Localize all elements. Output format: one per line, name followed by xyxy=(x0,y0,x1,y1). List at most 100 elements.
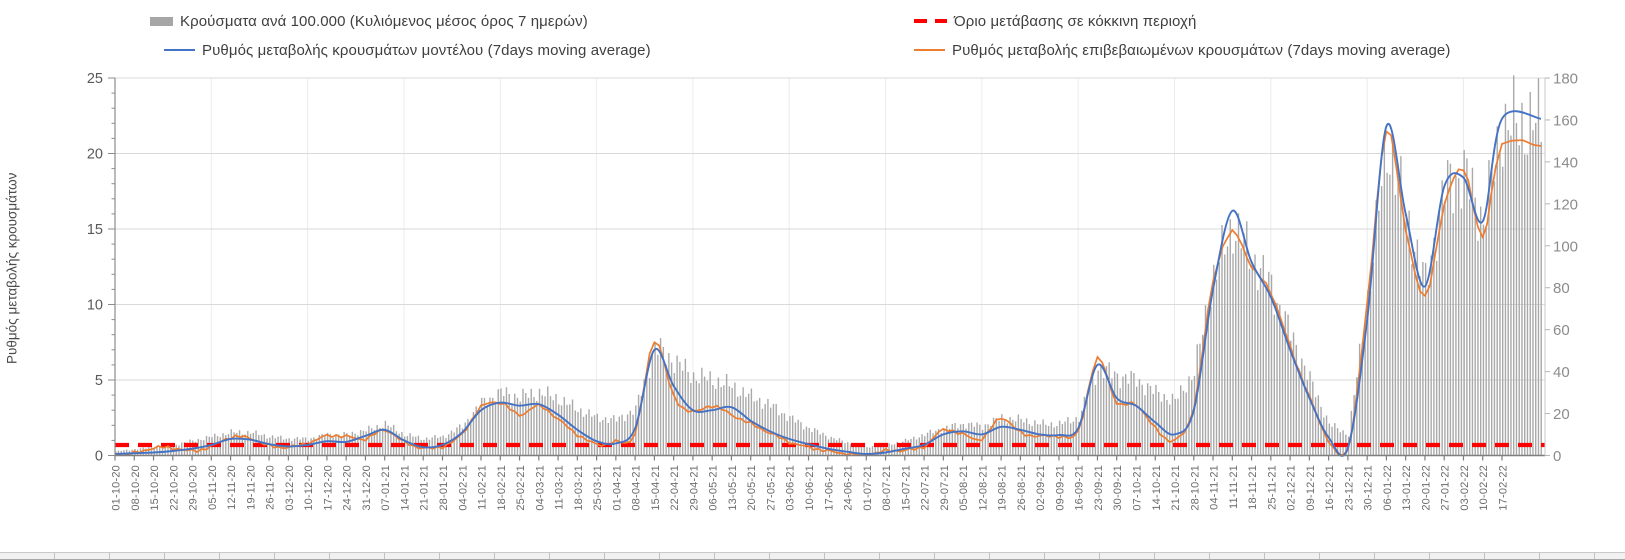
right-axis-labels: 0 20 40 60 80 100 120 140 160 180 xyxy=(1553,71,1578,466)
svg-text:06-05-21: 06-05-21 xyxy=(708,465,720,511)
svg-text:02-09-21: 02-09-21 xyxy=(1035,465,1047,511)
svg-text:01-10-20: 01-10-20 xyxy=(111,465,123,511)
svg-text:15: 15 xyxy=(87,222,103,238)
vertical-gridlines xyxy=(210,78,1464,456)
cropped-table-strip xyxy=(0,552,1625,560)
svg-text:180: 180 xyxy=(1553,71,1578,88)
svg-text:22-04-21: 22-04-21 xyxy=(669,465,681,511)
svg-text:03-12-20: 03-12-20 xyxy=(284,465,296,511)
axes xyxy=(108,77,1550,461)
svg-text:31-12-20: 31-12-20 xyxy=(361,465,373,511)
svg-text:13-05-21: 13-05-21 xyxy=(727,465,739,511)
svg-text:21-01-21: 21-01-21 xyxy=(419,465,431,511)
horizontal-gridlines xyxy=(115,77,1545,381)
svg-text:30-09-21: 30-09-21 xyxy=(1112,465,1124,511)
svg-text:160: 160 xyxy=(1553,112,1578,129)
model-rate-line xyxy=(114,110,1542,457)
svg-text:18-02-21: 18-02-21 xyxy=(496,465,508,511)
svg-text:08-07-21: 08-07-21 xyxy=(881,465,893,511)
svg-text:03-02-22: 03-02-22 xyxy=(1459,465,1471,511)
svg-text:03-06-21: 03-06-21 xyxy=(785,465,797,511)
dashed-line-icon xyxy=(914,18,947,24)
legend-label: Ρυθμός μεταβολής επιβεβαιωμένων κρουσμάτ… xyxy=(952,41,1451,59)
svg-text:01-04-21: 01-04-21 xyxy=(611,465,623,511)
bar-swatch-icon xyxy=(150,16,173,26)
svg-text:11-03-21: 11-03-21 xyxy=(554,465,566,510)
svg-text:11-11-21: 11-11-21 xyxy=(1228,465,1240,509)
svg-text:5: 5 xyxy=(95,373,103,389)
svg-text:10: 10 xyxy=(87,298,103,314)
svg-text:26-11-20: 26-11-20 xyxy=(265,465,277,510)
svg-text:25-11-21: 25-11-21 xyxy=(1266,465,1278,510)
svg-text:15-07-21: 15-07-21 xyxy=(900,465,912,511)
svg-text:06-01-22: 06-01-22 xyxy=(1382,465,1394,511)
svg-text:15-04-21: 15-04-21 xyxy=(650,465,662,511)
svg-text:14-01-21: 14-01-21 xyxy=(400,465,412,511)
svg-text:28-10-21: 28-10-21 xyxy=(1189,465,1201,511)
svg-text:04-11-21: 04-11-21 xyxy=(1209,465,1221,510)
svg-text:05-08-21: 05-08-21 xyxy=(958,465,970,511)
svg-text:21-10-21: 21-10-21 xyxy=(1170,465,1182,511)
line-icon xyxy=(914,48,945,52)
svg-text:10-12-20: 10-12-20 xyxy=(303,465,315,511)
svg-text:20-01-22: 20-01-22 xyxy=(1420,465,1432,511)
svg-text:04-02-21: 04-02-21 xyxy=(457,465,469,511)
svg-text:01-07-21: 01-07-21 xyxy=(862,465,874,511)
svg-text:05-11-20: 05-11-20 xyxy=(207,465,219,510)
svg-text:29-10-20: 29-10-20 xyxy=(188,465,200,511)
svg-text:29-04-21: 29-04-21 xyxy=(688,465,700,511)
svg-text:15-10-20: 15-10-20 xyxy=(149,465,161,511)
x-axis-labels: 01-10-20 08-10-20 15-10-20 22-10-20 29-10-20… xyxy=(111,465,1510,511)
svg-text:11-02-21: 11-02-21 xyxy=(477,465,489,510)
svg-text:25-03-21: 25-03-21 xyxy=(592,465,604,511)
svg-text:08-04-21: 08-04-21 xyxy=(631,465,643,511)
svg-text:09-12-21: 09-12-21 xyxy=(1305,465,1317,511)
svg-text:23-12-21: 23-12-21 xyxy=(1343,465,1355,511)
svg-text:19-08-21: 19-08-21 xyxy=(997,465,1009,511)
svg-text:14-10-21: 14-10-21 xyxy=(1151,465,1163,511)
svg-text:08-10-20: 08-10-20 xyxy=(130,465,142,511)
svg-text:27-01-22: 27-01-22 xyxy=(1440,465,1452,511)
legend-item-cases-per-100k: Κρούσματα ανά 100.000 (Κυλιόμενος μέσος … xyxy=(150,11,588,31)
svg-text:25: 25 xyxy=(87,71,103,87)
svg-text:16-12-21: 16-12-21 xyxy=(1324,465,1336,511)
svg-text:04-03-21: 04-03-21 xyxy=(534,465,546,511)
svg-text:28-01-21: 28-01-21 xyxy=(438,465,450,511)
legend-item-model-rate: Ρυθμός μεταβολής κρουσμάτων μοντέλου (7d… xyxy=(164,40,651,60)
svg-text:16-09-21: 16-09-21 xyxy=(1074,465,1086,511)
legend-item-red-zone-threshold: Όριο μετάβασης σε κόκκινη περιοχή xyxy=(914,11,1196,31)
svg-text:0: 0 xyxy=(1553,448,1561,465)
svg-text:10-02-22: 10-02-22 xyxy=(1478,465,1490,511)
svg-text:20-05-21: 20-05-21 xyxy=(746,465,758,511)
svg-text:0: 0 xyxy=(95,449,103,465)
svg-text:25-02-21: 25-02-21 xyxy=(515,465,527,511)
svg-text:12-08-21: 12-08-21 xyxy=(977,465,989,511)
legend-label: Κρούσματα ανά 100.000 (Κυλιόμενος μέσος … xyxy=(180,12,588,30)
svg-text:140: 140 xyxy=(1553,154,1578,171)
svg-text:17-06-21: 17-06-21 xyxy=(823,465,835,511)
svg-text:27-05-21: 27-05-21 xyxy=(766,465,778,511)
svg-text:30-12-21: 30-12-21 xyxy=(1363,465,1375,511)
svg-text:120: 120 xyxy=(1553,196,1578,213)
svg-text:24-06-21: 24-06-21 xyxy=(843,465,855,511)
legend-label: Ρυθμός μεταβολής κρουσμάτων μοντέλου (7d… xyxy=(202,41,651,59)
svg-text:23-09-21: 23-09-21 xyxy=(1093,465,1105,511)
svg-text:22-07-21: 22-07-21 xyxy=(920,465,932,511)
legend-label: Όριο μετάβασης σε κόκκινη περιοχή xyxy=(954,12,1197,30)
svg-text:24-12-20: 24-12-20 xyxy=(342,465,354,511)
svg-text:20: 20 xyxy=(87,147,103,163)
svg-text:26-08-21: 26-08-21 xyxy=(1016,465,1028,511)
svg-text:17-02-22: 17-02-22 xyxy=(1498,465,1510,511)
svg-text:13-01-22: 13-01-22 xyxy=(1401,465,1413,511)
svg-text:12-11-20: 12-11-20 xyxy=(226,465,238,510)
svg-text:22-10-20: 22-10-20 xyxy=(168,465,180,511)
svg-text:40: 40 xyxy=(1553,364,1570,381)
svg-text:02-12-21: 02-12-21 xyxy=(1286,465,1298,511)
legend-item-confirmed-rate: Ρυθμός μεταβολής επιβεβαιωμένων κρουσμάτ… xyxy=(914,40,1450,60)
svg-text:100: 100 xyxy=(1553,238,1578,255)
confirmed-rate-line xyxy=(114,129,1542,456)
svg-text:07-10-21: 07-10-21 xyxy=(1132,465,1144,511)
svg-text:29-07-21: 29-07-21 xyxy=(939,465,951,511)
svg-text:07-01-21: 07-01-21 xyxy=(380,465,392,511)
